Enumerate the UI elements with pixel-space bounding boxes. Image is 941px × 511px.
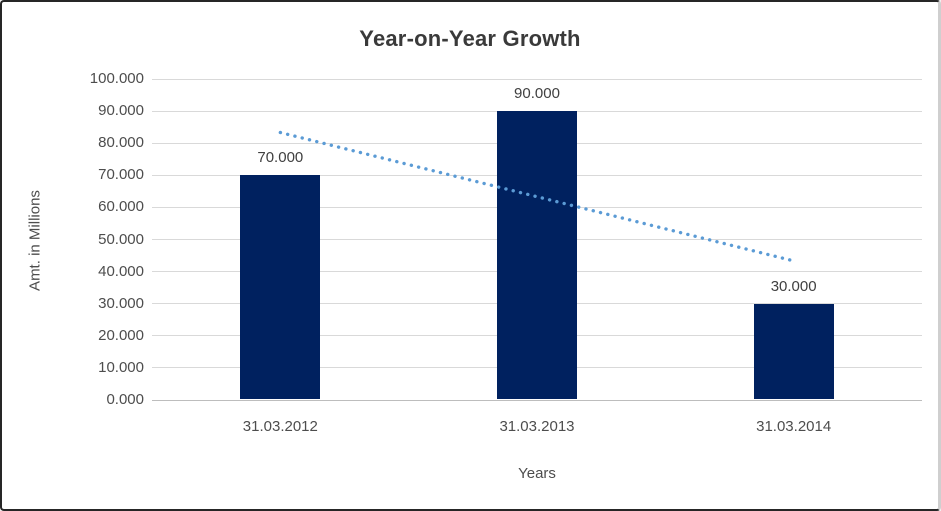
- x-tick-label: 31.03.2014: [756, 418, 832, 435]
- x-axis-line: [152, 399, 922, 401]
- y-tick-label: 50.000: [98, 230, 144, 248]
- y-tick-label: 0.000: [106, 391, 144, 408]
- y-tick-label: 30.000: [98, 294, 144, 312]
- y-axis-title: Amt. in Millions: [26, 190, 44, 291]
- y-tick-label: 60.000: [98, 198, 144, 216]
- data-label: 90.000: [514, 85, 560, 103]
- y-tick-label: 10.000: [98, 358, 144, 376]
- x-axis-title: Years: [518, 465, 556, 482]
- x-tick-label: 31.03.2013: [499, 418, 575, 435]
- data-label: 30.000: [770, 277, 817, 295]
- bar-31.03.2013: [497, 111, 577, 399]
- y-tick-label: 20.000: [98, 326, 144, 344]
- y-tick-label: 70.000: [98, 166, 144, 184]
- y-tick-label: 80.000: [98, 134, 144, 152]
- y-tick-label: 100.000: [89, 70, 144, 87]
- y-tick-label: 40.000: [98, 262, 144, 280]
- bar-31.03.2014: [753, 303, 834, 399]
- y-tick-label: 90.000: [98, 102, 144, 120]
- x-tick-label: 31.03.2012: [242, 418, 318, 435]
- gridline: [152, 78, 922, 80]
- data-label: 70.000: [257, 149, 304, 167]
- chart-title: Year-on-Year Growth: [359, 26, 581, 51]
- bar-31.03.2012: [240, 175, 321, 399]
- plot-area: [152, 78, 922, 401]
- trendline: [278, 130, 796, 263]
